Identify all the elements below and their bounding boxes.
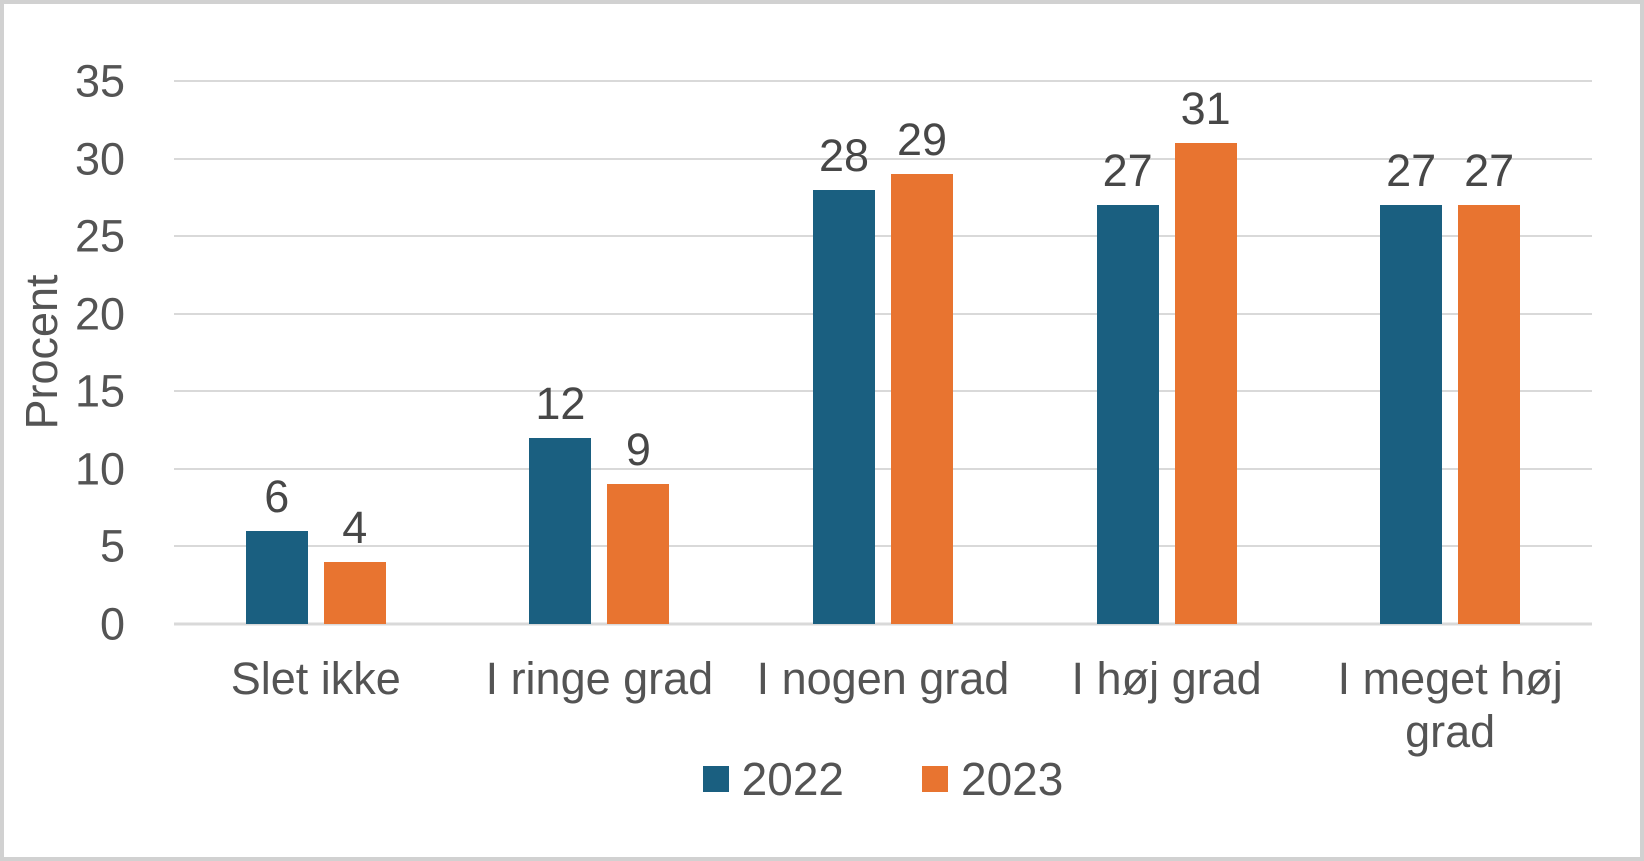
x-tick-label-i-nogen-grad: I nogen grad [756, 653, 1010, 704]
bar-2022-i-ringe-grad [529, 438, 592, 624]
legend-label-2022: 2022 [741, 753, 844, 805]
data-label-2023-i-meget-høj-grad: 27 [1464, 145, 1515, 196]
bar-2023-i-høj-grad [1174, 143, 1237, 624]
legend-swatch-2022 [702, 766, 729, 792]
data-label-2022-i-meget-høj-grad: 27 [1386, 145, 1437, 196]
x-axis-line [174, 622, 1592, 626]
bar-2023-i-meget-høj-grad [1458, 205, 1521, 624]
gridline-5 [174, 545, 1592, 548]
y-tick-label-30: 30 [74, 133, 125, 185]
bar-2022-slet-ikke [245, 531, 308, 624]
x-tick-label-i-meget-høj-grad: I meget høj grad [1337, 653, 1563, 757]
y-tick-label-10: 10 [74, 443, 125, 495]
y-tick-label-5: 5 [99, 520, 125, 572]
gridline-25 [174, 235, 1592, 238]
legend-item-2022: 2022 [702, 753, 844, 805]
grouped-bar-chart: Procent 0 5 10 15 20 25 30 35 6 4 12 9 28 29 27 31 27 27… [4, 4, 1640, 857]
data-label-2023-i-nogen-grad: 29 [896, 114, 948, 165]
legend-swatch-2023 [922, 766, 948, 792]
bar-2023-slet-ikke [323, 562, 386, 624]
bar-2022-i-meget-høj-grad [1380, 205, 1443, 624]
data-label-2022-i-ringe-grad: 12 [535, 378, 586, 429]
bar-2022-i-nogen-grad [813, 190, 875, 624]
gridline-35 [174, 80, 1592, 82]
data-label-2022-slet-ikke: 6 [264, 471, 290, 522]
bar-2023-i-ringe-grad [607, 484, 670, 624]
data-label-2023-slet-ikke: 4 [342, 502, 368, 553]
data-label-2023-i-høj-grad: 31 [1180, 83, 1231, 134]
legend-label-2023: 2023 [961, 753, 1064, 805]
data-label-2022-i-høj-grad: 27 [1102, 145, 1153, 196]
bar-2022-i-høj-grad [1096, 205, 1159, 624]
gridline-20 [174, 312, 1592, 315]
gridline-30 [174, 157, 1592, 160]
bar-groups: 6 4 12 9 28 29 27 31 27 27 [174, 81, 1592, 624]
y-tick-label-25: 25 [74, 210, 125, 262]
x-tick-label-i-høj-grad: I høj grad [1071, 653, 1262, 704]
gridline-10 [174, 467, 1592, 470]
y-tick-label-15: 15 [74, 365, 125, 417]
y-tick-label-20: 20 [74, 288, 125, 340]
legend: 2022 2023 [174, 756, 1592, 802]
gridline-15 [174, 390, 1592, 393]
y-axis: 0 5 10 15 20 25 30 35 [4, 59, 125, 647]
bar-2023-i-nogen-grad [891, 174, 953, 624]
x-tick-label-slet-ikke: Slet ikke [230, 653, 401, 704]
y-tick-label-0: 0 [99, 598, 125, 650]
data-label-2022-i-nogen-grad: 28 [818, 130, 870, 181]
x-tick-label-i-ringe-grad: I ringe grad [485, 653, 714, 704]
legend-item-2023: 2023 [922, 756, 1063, 802]
data-label-2023-i-ringe-grad: 9 [625, 424, 651, 475]
y-tick-label-35: 35 [74, 55, 125, 107]
plot-area: 6 4 12 9 28 29 27 31 27 27 [174, 80, 1592, 626]
